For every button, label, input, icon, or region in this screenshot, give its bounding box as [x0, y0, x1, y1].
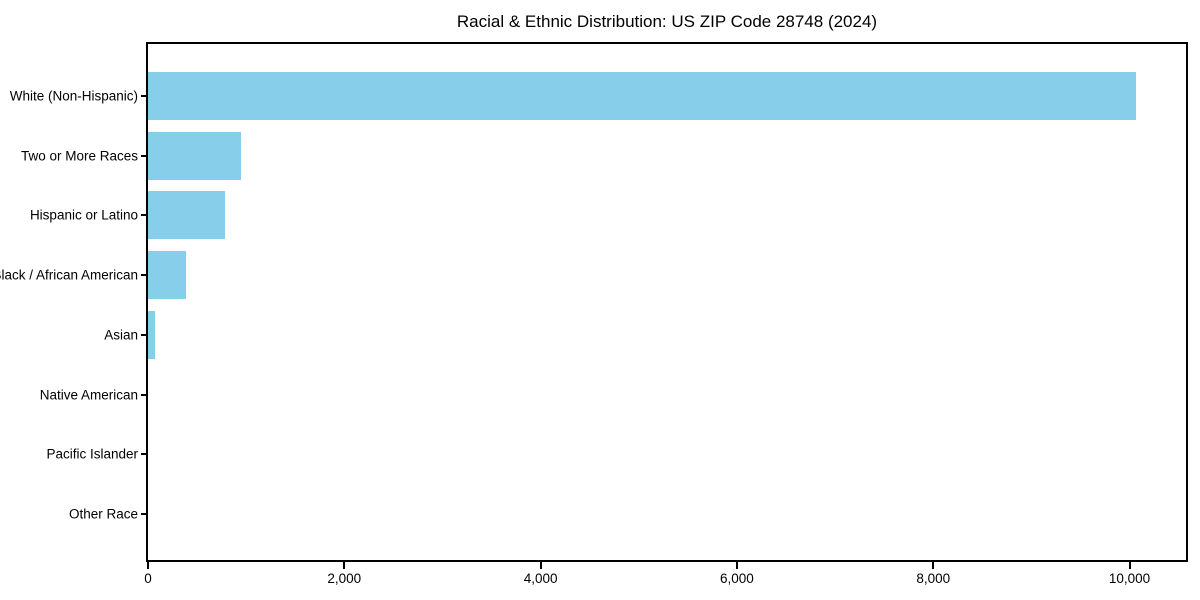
- y-tick-label: Black / African American: [0, 267, 138, 283]
- x-tick-mark: [539, 560, 542, 569]
- bar: [148, 71, 1137, 120]
- x-tick-mark: [147, 560, 149, 569]
- y-tick-mark: [141, 154, 148, 157]
- y-tick-label: Asian: [104, 327, 138, 343]
- x-tick-label: 0: [144, 571, 152, 586]
- y-tick-mark: [141, 513, 148, 516]
- x-tick-label: 6,000: [720, 571, 754, 586]
- y-tick-mark: [141, 94, 148, 97]
- y-tick-label: Hispanic or Latino: [29, 207, 138, 223]
- bar: [148, 131, 242, 180]
- x-tick-mark: [932, 560, 935, 569]
- x-tick-label: 4,000: [523, 571, 558, 586]
- y-tick-label: White (Non-Hispanic): [9, 88, 138, 104]
- bar: [148, 251, 187, 300]
- x-tick-mark: [1128, 560, 1131, 569]
- y-tick-label: Native American: [39, 387, 138, 403]
- plot-area: White (Non-Hispanic) Two or More Races His…: [0, 42, 1188, 586]
- y-tick-label: Pacific Islander: [46, 446, 138, 462]
- x-tick-mark: [343, 560, 346, 569]
- x-tick-label: 2,000: [327, 571, 362, 586]
- y-tick-label: Two or More Races: [20, 148, 138, 164]
- y-tick-mark: [141, 393, 148, 396]
- x-tick-label: 10,000: [1108, 571, 1151, 586]
- y-tick-label: Other Race: [68, 506, 138, 522]
- y-tick-mark: [141, 453, 148, 456]
- y-tick-mark: [141, 333, 148, 336]
- y-tick-mark: [141, 274, 148, 277]
- bar: [148, 310, 155, 359]
- x-tick-label: 8,000: [916, 571, 951, 586]
- x-tick-mark: [735, 560, 738, 569]
- bar: [148, 191, 225, 240]
- y-tick-mark: [141, 214, 148, 217]
- chart-title: Racial & Ethnic Distribution: US ZIP Cod…: [456, 12, 878, 31]
